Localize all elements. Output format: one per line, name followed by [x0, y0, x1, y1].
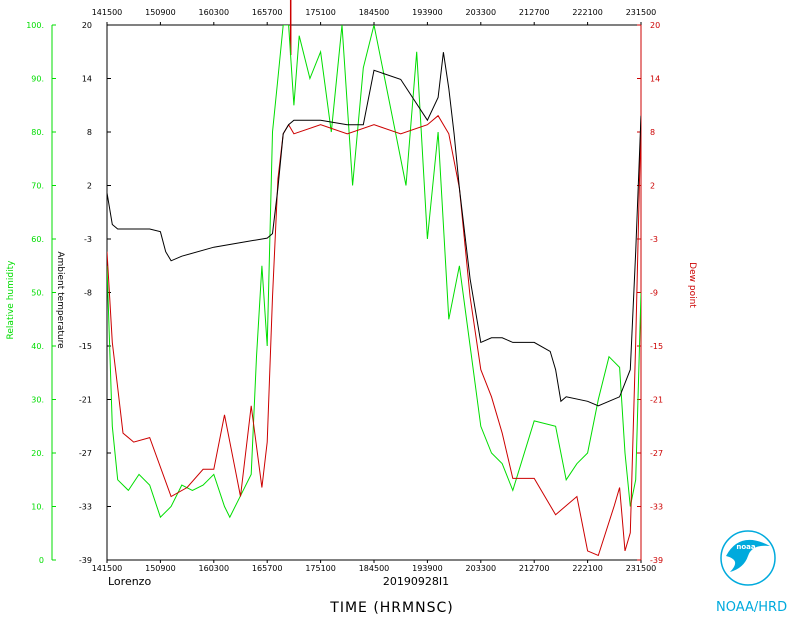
x-tick-label-top: 212700 — [519, 8, 550, 17]
dew-axis-tick-label: 20 — [650, 21, 660, 30]
x-tick-label-top: 222100 — [572, 8, 603, 17]
rh-axis-tick-label: 60. — [31, 235, 44, 244]
x-tick-label-bottom: 184500 — [359, 564, 390, 573]
x-tick-label-top: 165700 — [252, 8, 283, 17]
rh-axis-tick-label: 90. — [31, 75, 44, 84]
dew-axis-tick-label: -15 — [650, 342, 663, 351]
temp-axis-tick-label: -3 — [84, 235, 92, 244]
rh-axis-label: Relative humidity — [6, 260, 16, 340]
x-tick-label-bottom: 165700 — [252, 564, 283, 573]
temp-axis-tick-label: 2 — [87, 182, 92, 191]
dew-axis-tick-label: 2 — [650, 182, 655, 191]
dew-axis-tick-label: -33 — [650, 503, 663, 512]
x-tick-label-bottom: 203300 — [466, 564, 497, 573]
series-line-rh — [107, 25, 641, 519]
rh-axis-tick-label: 30. — [31, 396, 44, 405]
x-tick-label-bottom: 193900 — [412, 564, 443, 573]
x-tick-label-top: 150900 — [145, 8, 176, 17]
rh-axis-tick-label: 40. — [31, 342, 44, 351]
x-tick-label-bottom: 222100 — [572, 564, 603, 573]
x-tick-label-bottom: 175100 — [305, 564, 336, 573]
series-line-dew — [107, 114, 641, 557]
noaa-hrd-label: NOAA/HRD — [716, 600, 787, 615]
temp-axis-tick-label: -39 — [79, 556, 92, 565]
plot-frame — [106, 24, 642, 561]
ticks-layer: 141500 141500 150900 150900 160300 160300 1657… — [26, 8, 663, 573]
x-tick-label-top: 184500 — [359, 8, 390, 17]
temp-axis-tick-label: -15 — [79, 342, 92, 351]
flight-id: 20190928I1 — [383, 575, 449, 588]
dew-axis-tick-label: -39 — [650, 556, 663, 565]
noaa-logo-inner: noaa — [736, 543, 756, 551]
temp-axis-tick-label: 14 — [82, 75, 92, 84]
dew-axis-tick-label: 8 — [650, 128, 655, 137]
series-layer — [107, 0, 641, 557]
x-tick-label-bottom: 212700 — [519, 564, 550, 573]
x-tick-label-top: 160300 — [199, 8, 230, 17]
temp-axis-tick-label: 8 — [87, 128, 92, 137]
noaa-logo-bird — [726, 539, 770, 572]
series-line-temp — [107, 52, 641, 407]
dew-axis-tick-label: 14 — [650, 75, 660, 84]
rh-axis-tick-label: 70. — [31, 182, 44, 191]
dew-axis-label: Dew point — [687, 262, 697, 308]
dew-axis-tick-label: -21 — [650, 396, 663, 405]
x-tick-label-bottom: 160300 — [199, 564, 230, 573]
noaa-logo: noaa NOAA/HRD — [716, 530, 787, 615]
temp-axis-label: Ambient temperature — [55, 251, 65, 349]
x-tick-label-top: 203300 — [466, 8, 497, 17]
storm-name: Lorenzo — [108, 575, 151, 588]
temp-axis-tick-label: -8 — [84, 289, 92, 298]
rh-axis-tick-label: 50. — [31, 289, 44, 298]
temp-axis-tick-label: -33 — [79, 503, 92, 512]
x-axis-title: TIME (HRMNSC) — [329, 600, 453, 616]
dew-axis-tick-label: -3 — [650, 235, 658, 244]
temp-axis-tick-label: -21 — [79, 396, 92, 405]
x-tick-label-top: 193900 — [412, 8, 443, 17]
x-tick-label-bottom: 150900 — [145, 564, 176, 573]
x-tick-label-bottom: 141500 — [92, 564, 123, 573]
temp-axis-tick-label: 20 — [82, 21, 92, 30]
rh-axis-tick-label: 0 — [39, 556, 44, 565]
rh-axis-tick-label: 100. — [26, 21, 44, 30]
x-tick-label-top: 141500 — [92, 8, 123, 17]
temp-axis-tick-label: -27 — [79, 449, 92, 458]
rh-axis-tick-label: 20. — [31, 449, 44, 458]
noaa-logo-ring — [720, 530, 776, 586]
rh-axis-tick-label: 10. — [31, 503, 44, 512]
x-tick-label-top: 175100 — [305, 8, 336, 17]
dew-axis-tick-label: -9 — [650, 289, 658, 298]
x-tick-label-top: 231500 — [626, 8, 657, 17]
x-tick-label-bottom: 231500 — [626, 564, 657, 573]
dew-axis-tick-label: -27 — [650, 449, 663, 458]
rh-axis-tick-label: 80. — [31, 128, 44, 137]
